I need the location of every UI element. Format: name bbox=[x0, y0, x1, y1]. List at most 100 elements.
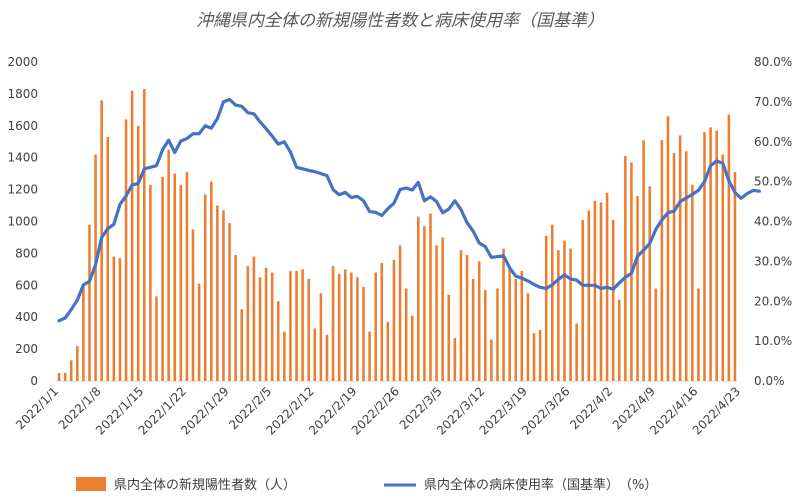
bar bbox=[191, 229, 195, 381]
bar bbox=[161, 176, 164, 381]
bar bbox=[404, 288, 408, 381]
bar bbox=[69, 360, 73, 381]
y-right-tick-label: 20.0% bbox=[754, 294, 792, 308]
bar bbox=[124, 119, 128, 382]
bar bbox=[216, 205, 219, 381]
bar bbox=[581, 219, 584, 381]
occupancy-line bbox=[57, 97, 761, 323]
y-right-tick-label: 30.0% bbox=[754, 254, 792, 268]
bar bbox=[118, 258, 122, 381]
bar bbox=[392, 259, 396, 381]
bar bbox=[684, 151, 688, 381]
bar bbox=[599, 202, 603, 381]
bar bbox=[319, 293, 323, 381]
bar bbox=[264, 267, 268, 381]
bar bbox=[715, 130, 718, 381]
y-right-tick-label: 80.0% bbox=[754, 55, 792, 69]
bar bbox=[246, 266, 250, 381]
bar bbox=[654, 288, 658, 381]
bar bbox=[398, 245, 402, 381]
bar bbox=[112, 256, 116, 381]
bar bbox=[179, 184, 183, 381]
bar bbox=[276, 301, 280, 381]
bar bbox=[563, 240, 566, 381]
bar bbox=[484, 290, 487, 381]
bar bbox=[325, 334, 329, 381]
y-left-tick-label: 1200 bbox=[7, 183, 38, 197]
bar bbox=[429, 213, 432, 381]
y-right-tick-label: 50.0% bbox=[754, 175, 792, 189]
bar bbox=[459, 250, 463, 381]
bar bbox=[617, 299, 621, 381]
bar bbox=[63, 373, 67, 381]
bar bbox=[313, 328, 317, 381]
bar bbox=[733, 172, 737, 381]
bar bbox=[551, 224, 554, 381]
bar bbox=[502, 248, 505, 381]
bar bbox=[57, 373, 61, 381]
bar bbox=[648, 186, 651, 381]
bar bbox=[727, 114, 731, 381]
bar bbox=[88, 224, 91, 381]
bar bbox=[465, 255, 469, 381]
bar bbox=[356, 277, 359, 381]
y-left-tick-label: 0 bbox=[30, 374, 38, 388]
bar bbox=[143, 89, 146, 382]
x-tick-label: 2022/4/2 bbox=[567, 384, 615, 432]
legend: 県内全体の新規陽性者数（人） 県内全体の病床使用率（国基準） （%） bbox=[76, 477, 657, 493]
bar bbox=[197, 283, 201, 381]
bar bbox=[252, 256, 256, 381]
bar bbox=[173, 173, 177, 381]
bar bbox=[130, 90, 134, 382]
bar bbox=[331, 266, 335, 381]
bar bbox=[240, 309, 243, 381]
bar bbox=[307, 278, 310, 381]
bar bbox=[660, 140, 664, 381]
y-right-axis: 0.0% 10.0% 20.0% 30.0% 40.0% 50.0% 60.0% 70.0% 8… bbox=[754, 55, 792, 388]
y-right-tick-label: 40.0% bbox=[754, 215, 792, 229]
bar bbox=[520, 270, 524, 381]
bar bbox=[283, 331, 286, 381]
bar bbox=[203, 194, 207, 381]
bar bbox=[222, 210, 225, 381]
bar bbox=[526, 293, 530, 381]
bar bbox=[289, 270, 292, 381]
bar bbox=[514, 278, 518, 381]
x-axis: 2022/1/12022/1/82022/1/152022/1/222022/1… bbox=[13, 384, 743, 437]
bar bbox=[496, 288, 499, 381]
bar bbox=[575, 323, 578, 381]
bar bbox=[258, 277, 262, 381]
y-left-tick-label: 1600 bbox=[7, 119, 38, 133]
bar bbox=[410, 315, 414, 381]
bar bbox=[642, 140, 645, 381]
bar bbox=[691, 184, 694, 381]
bar bbox=[374, 272, 377, 381]
y-left-tick-label: 1000 bbox=[7, 215, 38, 229]
bar bbox=[703, 132, 706, 381]
y-left-tick-label: 200 bbox=[15, 342, 38, 356]
bar bbox=[185, 172, 189, 381]
bar bbox=[228, 223, 231, 381]
bar bbox=[508, 266, 511, 381]
bar bbox=[490, 339, 493, 381]
bar bbox=[477, 261, 481, 382]
bar bbox=[471, 278, 475, 381]
x-tick-label: 2022/1/1 bbox=[13, 384, 61, 432]
bar bbox=[697, 288, 700, 381]
bar bbox=[362, 286, 365, 381]
bar bbox=[453, 337, 457, 381]
y-right-tick-label: 60.0% bbox=[754, 135, 792, 149]
bar bbox=[234, 255, 237, 381]
bar bbox=[557, 250, 560, 381]
bar bbox=[721, 154, 725, 381]
legend-label-line: 県内全体の病床使用率（国基準） （%） bbox=[424, 477, 657, 493]
bar bbox=[167, 149, 170, 381]
y-left-tick-label: 400 bbox=[15, 310, 38, 324]
bar bbox=[441, 237, 444, 381]
y-right-tick-label: 0.0% bbox=[754, 374, 785, 388]
chart-title: 沖縄県内全体の新規陽性者数と病床使用率（国基準） bbox=[196, 11, 604, 31]
y-left-tick-label: 2000 bbox=[7, 55, 38, 69]
bar bbox=[155, 296, 158, 381]
bar bbox=[76, 345, 79, 381]
